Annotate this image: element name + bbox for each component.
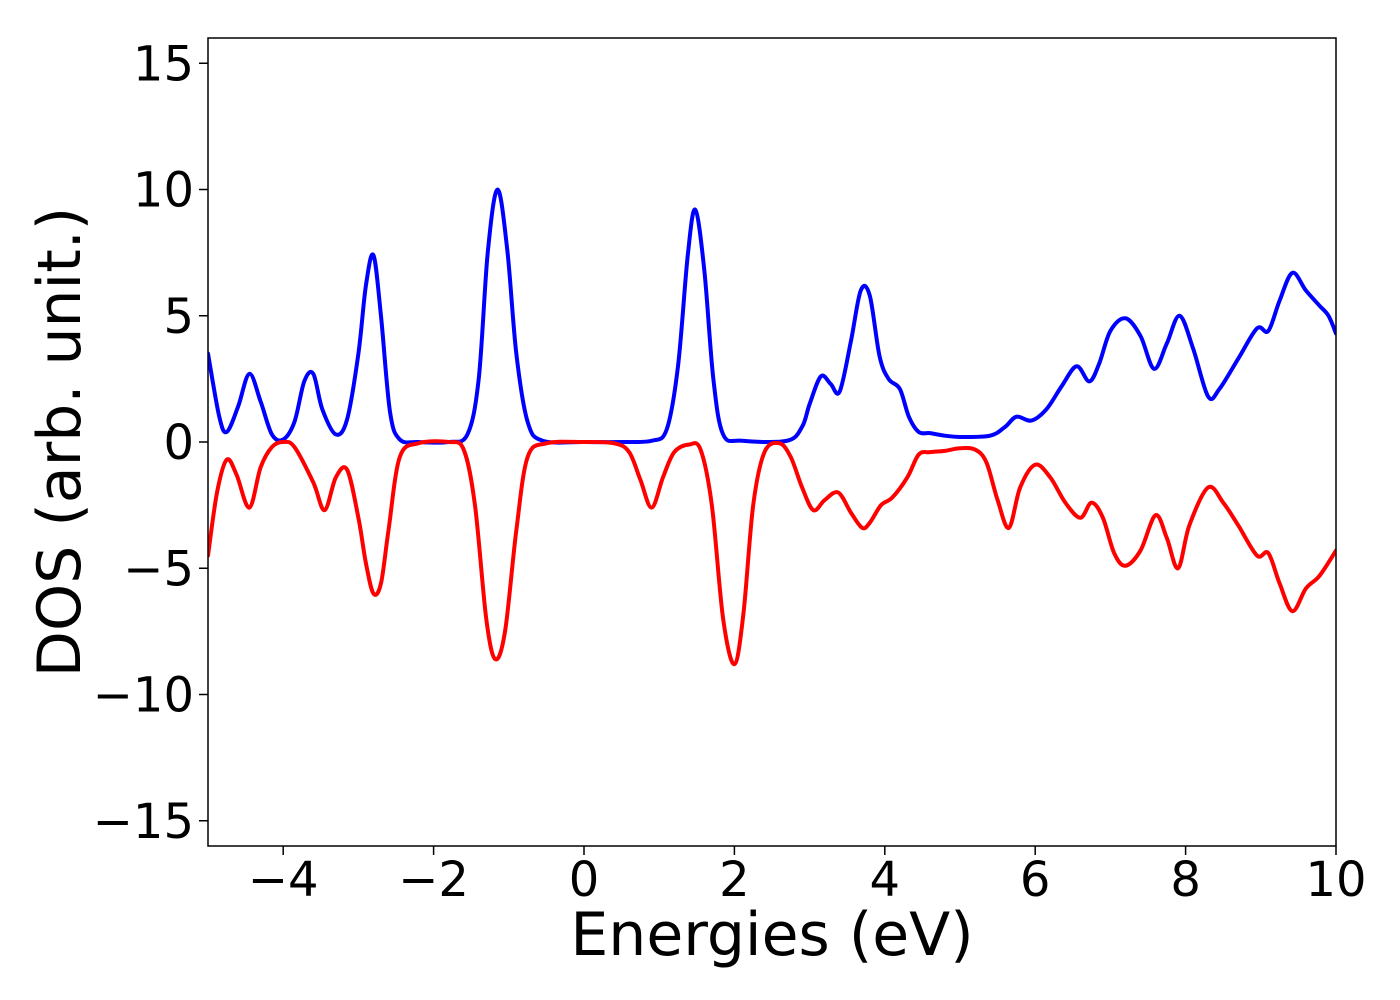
y-axis-title: DOS (arb. unit.) xyxy=(25,207,95,677)
x-axis-title: Energies (eV) xyxy=(570,900,973,970)
series-layer xyxy=(208,187,1336,667)
x-tick-label: −4 xyxy=(248,852,319,908)
x-tick-label: 8 xyxy=(1170,852,1201,908)
y-tick-label: −5 xyxy=(123,541,194,597)
x-tick-label: 10 xyxy=(1305,852,1366,908)
series-line-2 xyxy=(208,439,1336,667)
x-tick-label: 2 xyxy=(719,852,750,908)
x-tick-label: 4 xyxy=(870,852,901,908)
y-tick-label: −10 xyxy=(93,668,194,724)
y-axis: −15 −10 −5 0 5 10 15 xyxy=(93,36,208,850)
x-axis: −4 −2 0 2 4 6 8 10 xyxy=(248,846,1367,908)
x-tick-label: 0 xyxy=(569,852,600,908)
y-tick-label: 10 xyxy=(133,163,194,219)
y-tick-label: 5 xyxy=(163,289,194,345)
y-tick-label: 15 xyxy=(133,36,194,92)
x-tick-label: −2 xyxy=(398,852,469,908)
x-tick-label: 6 xyxy=(1020,852,1051,908)
y-tick-label: −15 xyxy=(93,794,194,850)
series-line-1 xyxy=(208,187,1336,445)
y-tick-label: 0 xyxy=(163,415,194,471)
